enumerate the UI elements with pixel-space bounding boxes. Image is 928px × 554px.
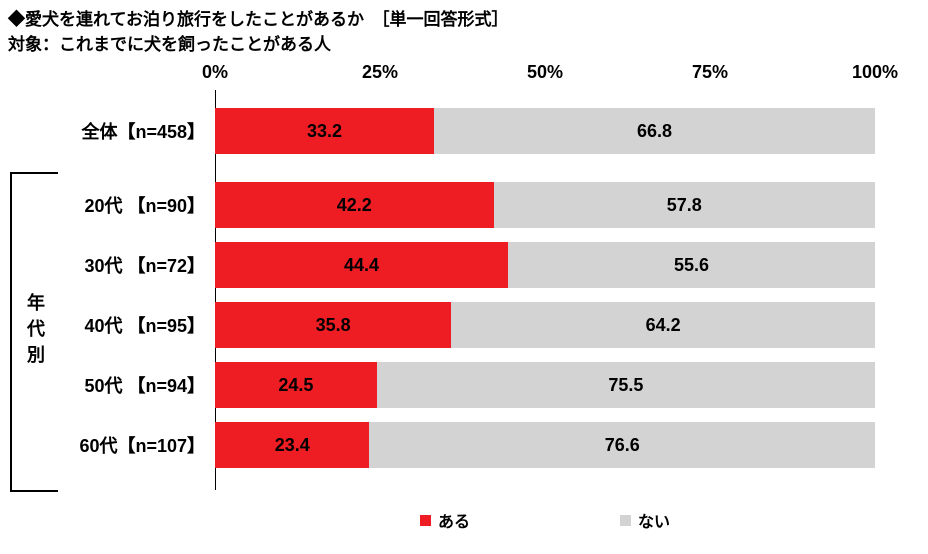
age-group-label: 年代別 [25, 293, 45, 371]
bar-row: 60代【n=107】 23.4 76.6 [0, 422, 928, 468]
bar-row: 全体【n=458】 33.2 66.8 [0, 108, 928, 154]
legend-item-no: ない [620, 508, 670, 532]
bar-segment-no: 66.8 [434, 108, 875, 154]
bar-track: 42.2 57.8 [215, 182, 875, 228]
legend-item-yes: ある [419, 508, 470, 532]
bar-segment-no: 64.2 [451, 302, 875, 348]
bar-segment-no: 55.6 [508, 242, 875, 288]
legend-swatch-icon [620, 514, 631, 526]
bar-row: 20代 【n=90】 42.2 57.8 [0, 182, 928, 228]
bar-segment-yes: 24.5 [215, 362, 377, 408]
chart-title: ◆愛犬を連れてお泊り旅行をしたことがあるか ［単一回答形式］ [8, 10, 509, 29]
chart-subtitle: 対象：これまでに犬を飼ったことがある人 [8, 35, 331, 54]
bar-value: 42.2 [336, 194, 372, 215]
bar-value: 66.8 [637, 120, 673, 141]
bar-track: 33.2 66.8 [215, 108, 875, 154]
bar-value: 75.5 [608, 374, 644, 395]
x-tick-label: 75% [691, 62, 729, 82]
bar-value: 35.8 [315, 314, 351, 335]
bar-track: 44.4 55.6 [215, 242, 875, 288]
x-axis-ticks: 0% 25% 50% 75% 100% [202, 62, 898, 86]
y-axis-line [215, 90, 216, 490]
row-label: 20代 【n=90】 [84, 196, 205, 216]
bar-row: 50代 【n=94】 24.5 75.5 [0, 362, 928, 408]
row-label: 40代 【n=95】 [84, 316, 205, 336]
legend-label: ある [437, 514, 470, 531]
bar-row: 40代 【n=95】 35.8 64.2 [0, 302, 928, 348]
bar-value: 44.4 [343, 254, 380, 275]
bar-segment-yes: 44.4 [215, 242, 509, 288]
bar-value: 57.8 [666, 194, 702, 215]
bar-segment-no: 76.6 [369, 422, 875, 468]
legend: ある ない [215, 508, 875, 532]
bar-segment-no: 57.8 [493, 182, 875, 228]
row-label: 30代 【n=72】 [84, 256, 205, 276]
bar-segment-no: 75.5 [376, 362, 875, 408]
legend-label: ない [638, 514, 671, 531]
legend-swatch-icon [419, 514, 431, 526]
bar-track: 35.8 64.2 [215, 302, 875, 348]
bar-segment-yes: 23.4 [215, 422, 370, 468]
row-label: 60代【n=107】 [79, 436, 205, 456]
row-label: 50代 【n=94】 [84, 376, 205, 396]
bar-segment-yes: 35.8 [215, 302, 452, 348]
bar-value: 76.6 [604, 434, 640, 455]
bar-track: 23.4 76.6 [215, 422, 875, 468]
bar-value: 55.6 [673, 254, 710, 275]
bar-value: 33.2 [307, 120, 343, 141]
bar-track: 24.5 75.5 [215, 362, 875, 408]
age-group-bracket: 年代別 [10, 172, 58, 492]
bar-value: 24.5 [278, 374, 314, 395]
x-tick-label: 0% [201, 62, 229, 82]
bar-segment-yes: 33.2 [215, 108, 435, 154]
x-tick-label: 50% [526, 62, 564, 82]
row-label: 全体【n=458】 [81, 122, 205, 142]
bar-value: 64.2 [645, 314, 681, 335]
bar-row: 30代 【n=72】 44.4 55.6 [0, 242, 928, 288]
x-tick-label: 25% [361, 62, 399, 82]
x-tick-label: 100% [851, 62, 899, 82]
bar-segment-yes: 42.2 [215, 182, 494, 228]
bar-value: 23.4 [274, 434, 310, 455]
